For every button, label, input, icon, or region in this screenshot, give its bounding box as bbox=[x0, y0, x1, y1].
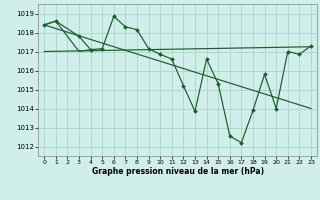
X-axis label: Graphe pression niveau de la mer (hPa): Graphe pression niveau de la mer (hPa) bbox=[92, 167, 264, 176]
